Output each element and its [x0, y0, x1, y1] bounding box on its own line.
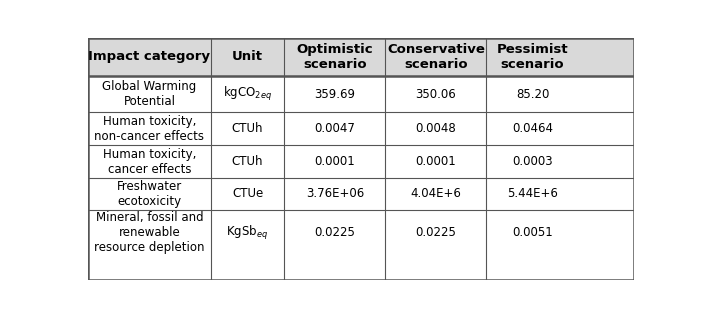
Text: Human toxicity,
non-cancer effects: Human toxicity, non-cancer effects: [94, 115, 204, 143]
Text: 359.69: 359.69: [315, 88, 356, 100]
Text: 0.0051: 0.0051: [513, 226, 553, 239]
Text: 5.44E+6: 5.44E+6: [507, 187, 558, 200]
Text: 0.0001: 0.0001: [415, 155, 456, 168]
Text: CTUe: CTUe: [232, 187, 263, 200]
Text: kgCO$_{2eq}$: kgCO$_{2eq}$: [223, 85, 272, 103]
Text: Human toxicity,
cancer effects: Human toxicity, cancer effects: [103, 147, 196, 175]
Bar: [88, 38, 634, 76]
Text: Conservative
scenario: Conservative scenario: [387, 43, 485, 71]
Text: 0.0225: 0.0225: [415, 226, 456, 239]
Text: CTUh: CTUh: [232, 155, 263, 168]
Text: 0.0225: 0.0225: [315, 226, 356, 239]
Text: Freshwater
ecotoxicity: Freshwater ecotoxicity: [117, 180, 182, 208]
Text: 0.0003: 0.0003: [513, 155, 553, 168]
Text: 0.0047: 0.0047: [315, 122, 356, 135]
Text: 0.0048: 0.0048: [415, 122, 456, 135]
Text: 0.0464: 0.0464: [513, 122, 553, 135]
Text: 3.76E+06: 3.76E+06: [306, 187, 364, 200]
Text: KgSb$_{eq}$: KgSb$_{eq}$: [227, 224, 269, 242]
Text: CTUh: CTUh: [232, 122, 263, 135]
Text: 4.04E+6: 4.04E+6: [410, 187, 461, 200]
Text: Mineral, fossil and
renewable
resource depletion: Mineral, fossil and renewable resource d…: [94, 211, 205, 254]
Text: Impact category: Impact category: [89, 50, 210, 63]
Text: Pessimist
scenario: Pessimist scenario: [497, 43, 568, 71]
Text: Unit: Unit: [232, 50, 263, 63]
Text: Optimistic
scenario: Optimistic scenario: [296, 43, 373, 71]
Text: 0.0001: 0.0001: [315, 155, 356, 168]
Text: 85.20: 85.20: [516, 88, 549, 100]
Text: 350.06: 350.06: [415, 88, 456, 100]
Text: Global Warming
Potential: Global Warming Potential: [102, 80, 196, 108]
